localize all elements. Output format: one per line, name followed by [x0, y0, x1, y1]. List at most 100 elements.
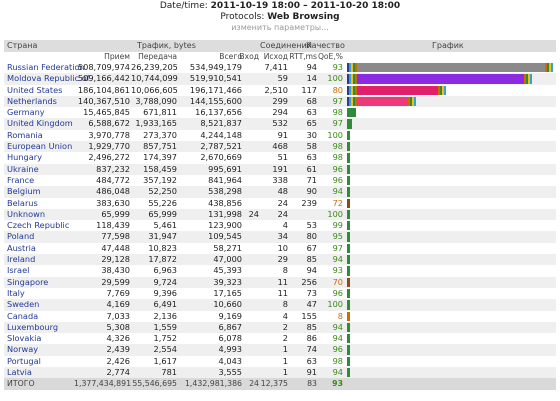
recv-cell: 837,232 [96, 163, 130, 174]
traffic-bar [347, 153, 350, 163]
country-link[interactable]: Romania [7, 129, 43, 140]
total-cell: 16,137,656 [195, 107, 242, 118]
traffic-bar [347, 288, 350, 299]
recv-cell: 15,465,845 [83, 107, 130, 118]
recv-cell: 509,166,442 [77, 73, 130, 84]
qoe-cell: 99 [332, 220, 343, 231]
out-cell: 7,411 [264, 62, 288, 72]
country-link[interactable]: Belarus [7, 197, 38, 208]
change-params-link[interactable]: изменить параметры... [231, 23, 329, 32]
out-cell: 24 [277, 197, 288, 208]
qoe-cell: 94 [332, 333, 343, 344]
country-link[interactable]: Moldova Republic of [7, 73, 90, 84]
table-row: Moldova Republic of 509,166,442 10,744,099… [4, 73, 556, 85]
traffic-bar [347, 221, 350, 231]
country-link[interactable]: Unknown [7, 208, 46, 219]
traffic-bar [347, 322, 350, 333]
table-row: Portugal 2,426 1,617 4,043 1 63 98 [4, 356, 556, 367]
total-cell: 2,670,669 [200, 152, 242, 163]
country-link[interactable]: Sweden [7, 299, 40, 310]
total-cell: 841,964 [208, 174, 242, 185]
rtt-cell: 256 [301, 276, 317, 287]
table-row: Luxembourg 5,308 1,559 6,867 2 85 94 [4, 321, 556, 334]
recv-cell: 47,448 [101, 242, 130, 253]
qoe-cell: 96 [332, 163, 343, 174]
col-total[interactable]: Всего [219, 52, 242, 61]
col-qoe[interactable]: QoE,% [317, 52, 343, 61]
send-cell: 1,617 [153, 355, 177, 366]
total-cell: 109,545 [208, 231, 242, 242]
col-out[interactable]: Исход [263, 52, 288, 61]
country-link[interactable]: Czech Republic [7, 220, 70, 231]
recv-cell: 38,430 [101, 265, 130, 276]
rtt-cell: 86 [306, 333, 317, 344]
bar-segment [528, 74, 531, 84]
col-connections: Соединений [260, 41, 312, 50]
country-link[interactable]: Ireland [7, 254, 36, 265]
col-graph: График [432, 41, 464, 50]
totals-total: 1,432,981,386 [184, 379, 242, 389]
table-row: United States 186,104,861 10,066,605 196,17… [4, 85, 556, 96]
country-link[interactable]: Ukraine [7, 163, 39, 174]
country-link[interactable]: Poland [7, 231, 35, 242]
country-link[interactable]: Austria [7, 242, 36, 253]
country-link[interactable]: European Union [7, 141, 73, 152]
country-link[interactable]: Italy [7, 287, 25, 298]
total-cell: 58,271 [213, 242, 242, 253]
country-link[interactable]: Norway [7, 344, 39, 355]
traffic-bar [347, 108, 357, 118]
out-cell: 11 [277, 287, 288, 298]
bar-segment [351, 85, 353, 95]
country-link[interactable]: Russian Federation [7, 62, 85, 72]
total-cell: 3,555 [218, 367, 242, 378]
protocols-line: Protocols: Web Browsing [0, 12, 560, 23]
country-link[interactable]: Slovakia [7, 333, 42, 344]
bar-segment [349, 96, 351, 107]
out-cell: 24 [277, 208, 288, 219]
country-link[interactable]: France [7, 174, 35, 185]
col-rtt[interactable]: RTT,ms [289, 52, 317, 61]
col-send[interactable]: Передача [138, 52, 177, 61]
out-cell: 2 [282, 333, 288, 344]
country-link[interactable]: Luxembourg [7, 321, 59, 332]
country-link[interactable]: Germany [7, 107, 45, 118]
qoe-cell: 98 [332, 107, 343, 118]
out-cell: 1 [282, 355, 288, 366]
total-cell: 538,298 [208, 186, 242, 197]
country-link[interactable]: Singapore [7, 276, 49, 287]
col-in[interactable]: Вход [239, 52, 259, 61]
recv-cell: 29,599 [101, 276, 130, 287]
out-cell: 8 [282, 265, 288, 276]
qoe-cell: 98 [332, 152, 343, 163]
table-row: Norway 2,439 2,554 4,993 1 74 96 [4, 344, 556, 356]
country-link[interactable]: Israel [7, 265, 30, 276]
traffic-bar [347, 130, 350, 141]
bar-segment [347, 96, 349, 107]
table-row: Germany 15,465,845 671,811 16,137,656 294 63 9… [4, 107, 556, 118]
country-link[interactable]: United Kingdom [7, 118, 73, 129]
recv-cell: 486,048 [96, 186, 130, 197]
total-cell: 2,787,521 [200, 141, 242, 152]
country-link[interactable]: Hungary [7, 152, 42, 163]
qoe-cell: 93 [332, 62, 343, 72]
qoe-cell: 100 [327, 73, 343, 84]
recv-cell: 508,709,974 [77, 62, 130, 72]
country-link[interactable]: Portugal [7, 355, 41, 366]
country-link[interactable]: Belgium [7, 186, 41, 197]
country-link[interactable]: Canada [7, 310, 39, 321]
table-row: Romania 3,970,778 273,370 4,244,148 91 30 100 [4, 130, 556, 141]
recv-cell: 1,929,770 [88, 141, 130, 152]
col-country[interactable]: Страна [7, 41, 38, 50]
total-cell: 438,856 [208, 197, 242, 208]
traffic-bar [347, 142, 350, 152]
recv-cell: 3,970,778 [88, 129, 130, 140]
col-recv[interactable]: Прием [104, 52, 130, 61]
country-link[interactable]: Latvia [7, 367, 32, 378]
table-header-row: Страна Трафик, bytes Соединений Качество… [4, 40, 556, 52]
country-link[interactable]: Netherlands [7, 95, 57, 106]
rtt-cell: 65 [306, 118, 317, 129]
recv-cell: 140,367,510 [77, 95, 130, 106]
total-cell: 144,155,600 [189, 95, 242, 106]
country-link[interactable]: United States [7, 84, 63, 95]
send-cell: 10,744,099 [131, 73, 178, 84]
